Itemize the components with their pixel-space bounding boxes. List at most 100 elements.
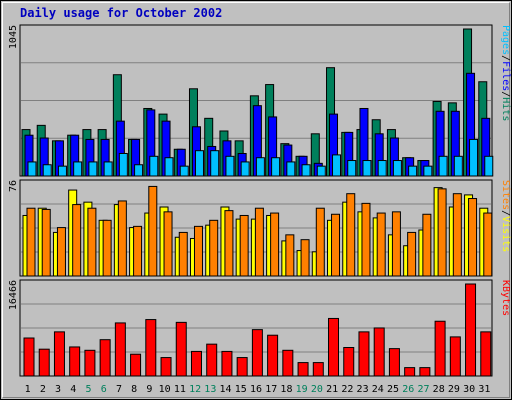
kbytes-bar [251, 329, 263, 377]
x-tick-label: 1 [25, 384, 31, 395]
pages-bar [453, 155, 463, 177]
kbytes-bar [449, 336, 461, 377]
pages-bar [332, 154, 342, 177]
sites-bar [407, 231, 417, 277]
pages-bar [57, 165, 67, 177]
pages-bar [134, 164, 144, 177]
kbytes-bar [328, 317, 340, 377]
x-tick-label: 13 [204, 384, 216, 395]
pages-bar [194, 150, 204, 177]
sites-bar [26, 207, 36, 277]
kbytes-bar [297, 362, 309, 377]
sites-bar [41, 208, 51, 277]
sites-bar [72, 204, 82, 277]
kbytes-bar [175, 321, 187, 377]
kbytes-bar [221, 350, 233, 377]
sites-bar [254, 207, 264, 277]
sites-bar [56, 227, 66, 277]
kbytes-bar [343, 347, 355, 377]
pages-bar [27, 161, 37, 177]
x-tick-label: 14 [220, 384, 232, 395]
sites-bar [391, 211, 401, 277]
x-tick-label: 28 [433, 384, 445, 395]
legend-entry: / [500, 210, 511, 216]
sites-bar [270, 212, 280, 277]
legend-3: KBytes [500, 280, 511, 316]
kbytes-bar [282, 349, 294, 377]
x-tick-label: 19 [296, 384, 308, 395]
legend-1: Pages/Files/Hits [500, 25, 511, 121]
x-tick-label: 11 [174, 384, 186, 395]
x-tick-label: 27 [417, 384, 429, 395]
x-tick-label: 31 [478, 384, 490, 395]
x-tick-label: 15 [235, 384, 247, 395]
pages-bar [286, 161, 296, 177]
y-max-label-visits: 76 [8, 180, 19, 192]
sites-bar [178, 231, 188, 277]
x-tick-label: 10 [159, 384, 171, 395]
kbytes-bar [23, 337, 35, 377]
sites-bar [87, 207, 97, 277]
pages-bar [118, 152, 128, 177]
x-tick-label: 18 [280, 384, 292, 395]
sites-bar [285, 234, 295, 277]
pages-bar [316, 165, 326, 177]
pages-bar [408, 165, 418, 177]
x-tick-label: 2 [40, 384, 46, 395]
sites-bar [102, 219, 112, 277]
sites-bar [239, 214, 249, 277]
pages-bar [42, 164, 52, 177]
pages-bar [362, 160, 372, 177]
kbytes-bar [114, 322, 126, 377]
x-tick-label: 21 [326, 384, 338, 395]
sites-bar [315, 207, 325, 277]
pages-bar [73, 161, 83, 177]
sites-bar [163, 211, 173, 277]
pages-bar [179, 165, 189, 177]
kbytes-bar [236, 357, 248, 377]
kbytes-bar [130, 353, 142, 377]
pages-bar [347, 160, 357, 177]
sites-bar [422, 213, 432, 277]
sites-bar [224, 210, 234, 277]
y-max-label-kbytes: 16466 [8, 280, 19, 310]
pages-bar [225, 155, 235, 177]
x-tick-label: 5 [86, 384, 92, 395]
pages-bar [103, 161, 113, 177]
kbytes-bar [38, 348, 50, 377]
kbytes-bar [99, 339, 111, 377]
sites-bar [437, 188, 447, 277]
legend-entry: KBytes [500, 280, 511, 316]
sites-bar [133, 225, 143, 277]
chart-title: Daily usage for October 2002 [20, 6, 223, 20]
kbytes-bar [373, 327, 385, 377]
sites-bar [346, 193, 356, 277]
pages-bar [255, 157, 265, 177]
pages-bar [240, 161, 250, 177]
x-tick-label: 26 [402, 384, 414, 395]
sites-bar [452, 193, 462, 277]
sites-bar [468, 198, 478, 277]
sites-bar [300, 239, 310, 277]
pages-bar [392, 160, 402, 177]
sites-bar [331, 213, 341, 277]
pages-bar [438, 155, 448, 177]
kbytes-bar [160, 357, 172, 377]
kbytes-bar [404, 367, 416, 377]
x-tick-label: 20 [311, 384, 323, 395]
x-tick-label: 7 [116, 384, 122, 395]
x-tick-label: 4 [70, 384, 76, 395]
y-max-label-hits: 1045 [8, 25, 19, 49]
x-tick-label: 23 [357, 384, 369, 395]
kbytes-bar [465, 283, 477, 377]
pages-bar [484, 155, 494, 177]
kbytes-bar [267, 334, 279, 377]
x-tick-label: 6 [101, 384, 107, 395]
kbytes-bar [388, 348, 400, 377]
pages-bar [164, 157, 174, 177]
sites-bar [193, 225, 203, 277]
legend-entry: Hits [500, 97, 511, 121]
kbytes-bar [69, 346, 81, 377]
kbytes-bar [53, 331, 65, 377]
legend-entry: Sites [500, 180, 511, 210]
